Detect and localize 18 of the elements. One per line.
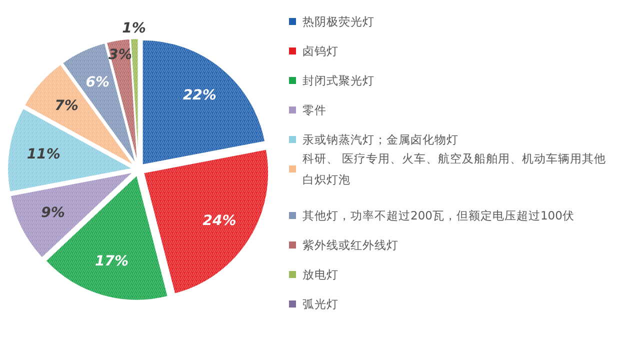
data-label: 9% xyxy=(41,205,65,222)
legend-label: 汞或钠蒸汽灯；金属卤化物灯 xyxy=(302,132,458,146)
legend-label: 其他灯，功率不超过200瓦，但额定电压超过100伏 xyxy=(302,208,574,222)
data-label: 24% xyxy=(202,212,236,229)
legend-label: 弧光灯 xyxy=(302,297,338,311)
legend-label: 科研、 医疗专用、火车、航空及船舶用、机动车辆用其他白炽灯泡 xyxy=(302,152,606,186)
legend-label: 封闭式聚光灯 xyxy=(302,74,374,88)
legend-label: 零件 xyxy=(302,103,326,117)
legend-label: 卤钨灯 xyxy=(302,44,338,58)
data-label: 7% xyxy=(54,98,78,114)
data-label: 6% xyxy=(86,74,110,91)
data-label: 17% xyxy=(94,254,128,270)
legend-label: 放电灯 xyxy=(302,268,338,282)
data-label: 22% xyxy=(182,88,216,104)
data-label: 11% xyxy=(26,146,60,162)
legend-label: 热阴极荧光灯 xyxy=(302,14,374,28)
data-label: 1% xyxy=(122,20,146,37)
legend-label: 紫外线或红外线灯 xyxy=(302,238,398,252)
